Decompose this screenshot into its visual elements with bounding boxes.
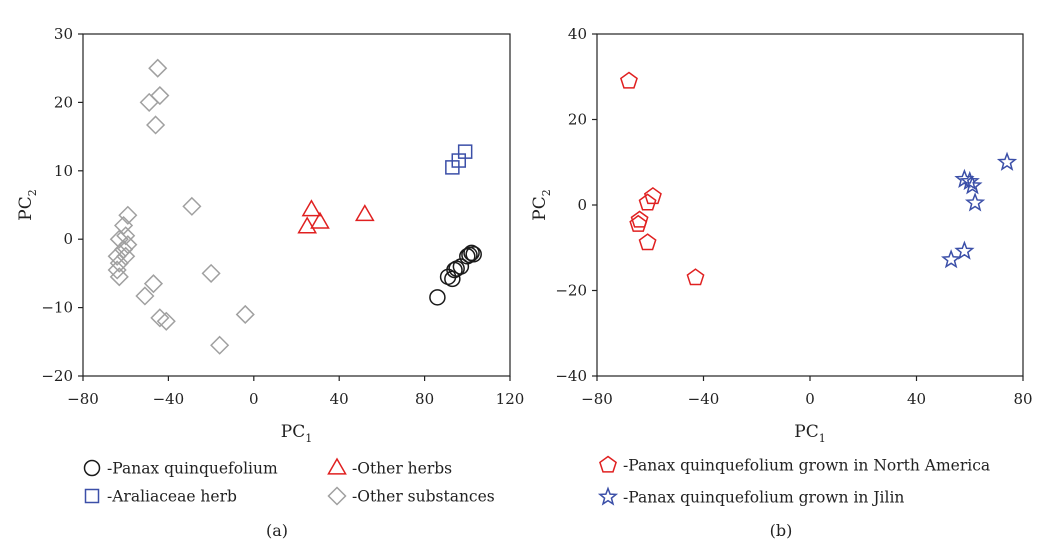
legend-marker xyxy=(327,486,347,506)
data-point xyxy=(444,270,461,288)
y-axis-label: PC2 xyxy=(16,189,39,220)
y-axis-label: PC2 xyxy=(530,189,553,220)
y-tick-label: 30 xyxy=(54,25,73,43)
y-tick-label: 10 xyxy=(54,162,73,180)
x-tick-label: 0 xyxy=(805,390,815,408)
y-tick-label: −20 xyxy=(555,282,587,300)
x-tick-label: −80 xyxy=(67,390,99,408)
series-star xyxy=(941,151,1018,269)
legend-entry: -Other substances xyxy=(327,486,495,506)
legend-label: -Araliaceae herb xyxy=(107,488,237,506)
x-tick-label: 40 xyxy=(907,390,926,408)
data-point xyxy=(354,204,375,222)
data-point xyxy=(630,210,649,228)
data-point xyxy=(150,308,170,328)
data-point xyxy=(457,144,473,159)
series-circle xyxy=(429,244,482,306)
plot-area-frame xyxy=(596,33,1024,377)
x-axis-label: PC1 xyxy=(794,422,825,445)
data-point xyxy=(959,170,980,191)
data-point xyxy=(107,260,127,280)
y-tick-label: 20 xyxy=(568,111,587,129)
panel-caption: (a) xyxy=(266,521,288,540)
legend-label: -Panax quinquefolium grown in North Amer… xyxy=(623,457,990,475)
data-point xyxy=(109,267,129,287)
y-tick-label: 20 xyxy=(54,93,73,111)
legend-entry: -Araliaceae herb xyxy=(84,488,237,506)
data-point xyxy=(465,245,482,263)
y-tick-label: 40 xyxy=(568,25,587,43)
legend-entry: -Panax quinquefolium grown in North Amer… xyxy=(599,455,990,475)
x-tick-label: 80 xyxy=(1013,390,1032,408)
x-axis-label: PC1 xyxy=(281,422,312,445)
y-tick-label: 0 xyxy=(577,196,587,214)
data-point xyxy=(210,335,230,355)
data-point xyxy=(116,226,136,246)
data-point xyxy=(459,248,476,265)
data-point xyxy=(429,289,446,306)
data-point xyxy=(107,246,127,266)
chart-panel-a: −80 −40 0 40 80 120 −20 −10 0 10 20 30 PC1 PC2 -Panax … xyxy=(16,25,524,540)
data-point xyxy=(619,71,638,89)
data-point xyxy=(235,304,255,325)
data-point xyxy=(297,216,318,234)
x-tick-label: 80 xyxy=(415,390,434,408)
data-point xyxy=(109,253,129,273)
legend-label: -Other herbs xyxy=(352,460,452,478)
chart-panel-b: −80 −40 0 40 80 −40 −20 0 20 40 PC1 PC2 -Panax quinq… xyxy=(530,25,1033,540)
x-tick-label: −40 xyxy=(688,390,720,408)
data-point xyxy=(150,85,170,106)
data-point xyxy=(941,249,962,269)
data-point xyxy=(638,193,657,211)
data-point xyxy=(109,229,129,249)
y-tick-label: −20 xyxy=(41,367,73,385)
data-point xyxy=(310,211,330,229)
series-diamond xyxy=(107,58,255,355)
y-tick-label: 0 xyxy=(63,230,73,248)
legend-label: -Panax quinquefolium xyxy=(107,460,278,478)
data-point xyxy=(962,175,983,195)
data-point xyxy=(301,199,322,217)
legend-marker xyxy=(84,488,100,504)
data-point xyxy=(463,244,480,262)
legend-label: -Panax quinquefolium grown in Jilin xyxy=(623,489,904,507)
x-tick-label: −80 xyxy=(581,390,613,408)
data-point xyxy=(964,192,986,212)
data-point xyxy=(638,233,657,251)
data-point xyxy=(143,274,164,294)
legend-marker xyxy=(83,459,101,477)
legend-entry: -Panax quinquefolium xyxy=(83,459,278,478)
y-tick-label: −40 xyxy=(555,367,587,385)
data-point xyxy=(954,240,975,260)
legend-label: -Other substances xyxy=(352,488,495,506)
series-triangle xyxy=(297,199,375,234)
x-tick-label: −40 xyxy=(153,390,185,408)
series-square xyxy=(445,144,473,175)
y-tick-label: −10 xyxy=(41,299,73,317)
data-point xyxy=(139,92,159,112)
x-tick-label: 120 xyxy=(496,390,525,408)
x-tick-label: 40 xyxy=(330,390,349,408)
data-point xyxy=(118,205,138,225)
data-point xyxy=(156,311,176,331)
data-point xyxy=(996,151,1018,171)
data-point xyxy=(135,286,155,306)
data-point xyxy=(629,214,648,232)
data-point xyxy=(643,187,662,205)
legend-entry: -Panax quinquefolium grown in Jilin xyxy=(597,486,904,507)
data-point xyxy=(686,268,705,286)
panel-caption: (b) xyxy=(770,521,793,540)
legend-entry: -Other herbs xyxy=(327,457,452,478)
data-point xyxy=(182,196,202,216)
series-pentagon xyxy=(619,71,705,286)
legend-marker xyxy=(327,457,347,475)
data-point xyxy=(148,58,168,78)
plot-area-frame xyxy=(82,33,511,377)
x-tick-label: 0 xyxy=(249,390,259,408)
data-point xyxy=(201,263,221,283)
legend-marker xyxy=(597,486,619,506)
data-point xyxy=(146,115,166,135)
legend-marker xyxy=(599,455,617,473)
